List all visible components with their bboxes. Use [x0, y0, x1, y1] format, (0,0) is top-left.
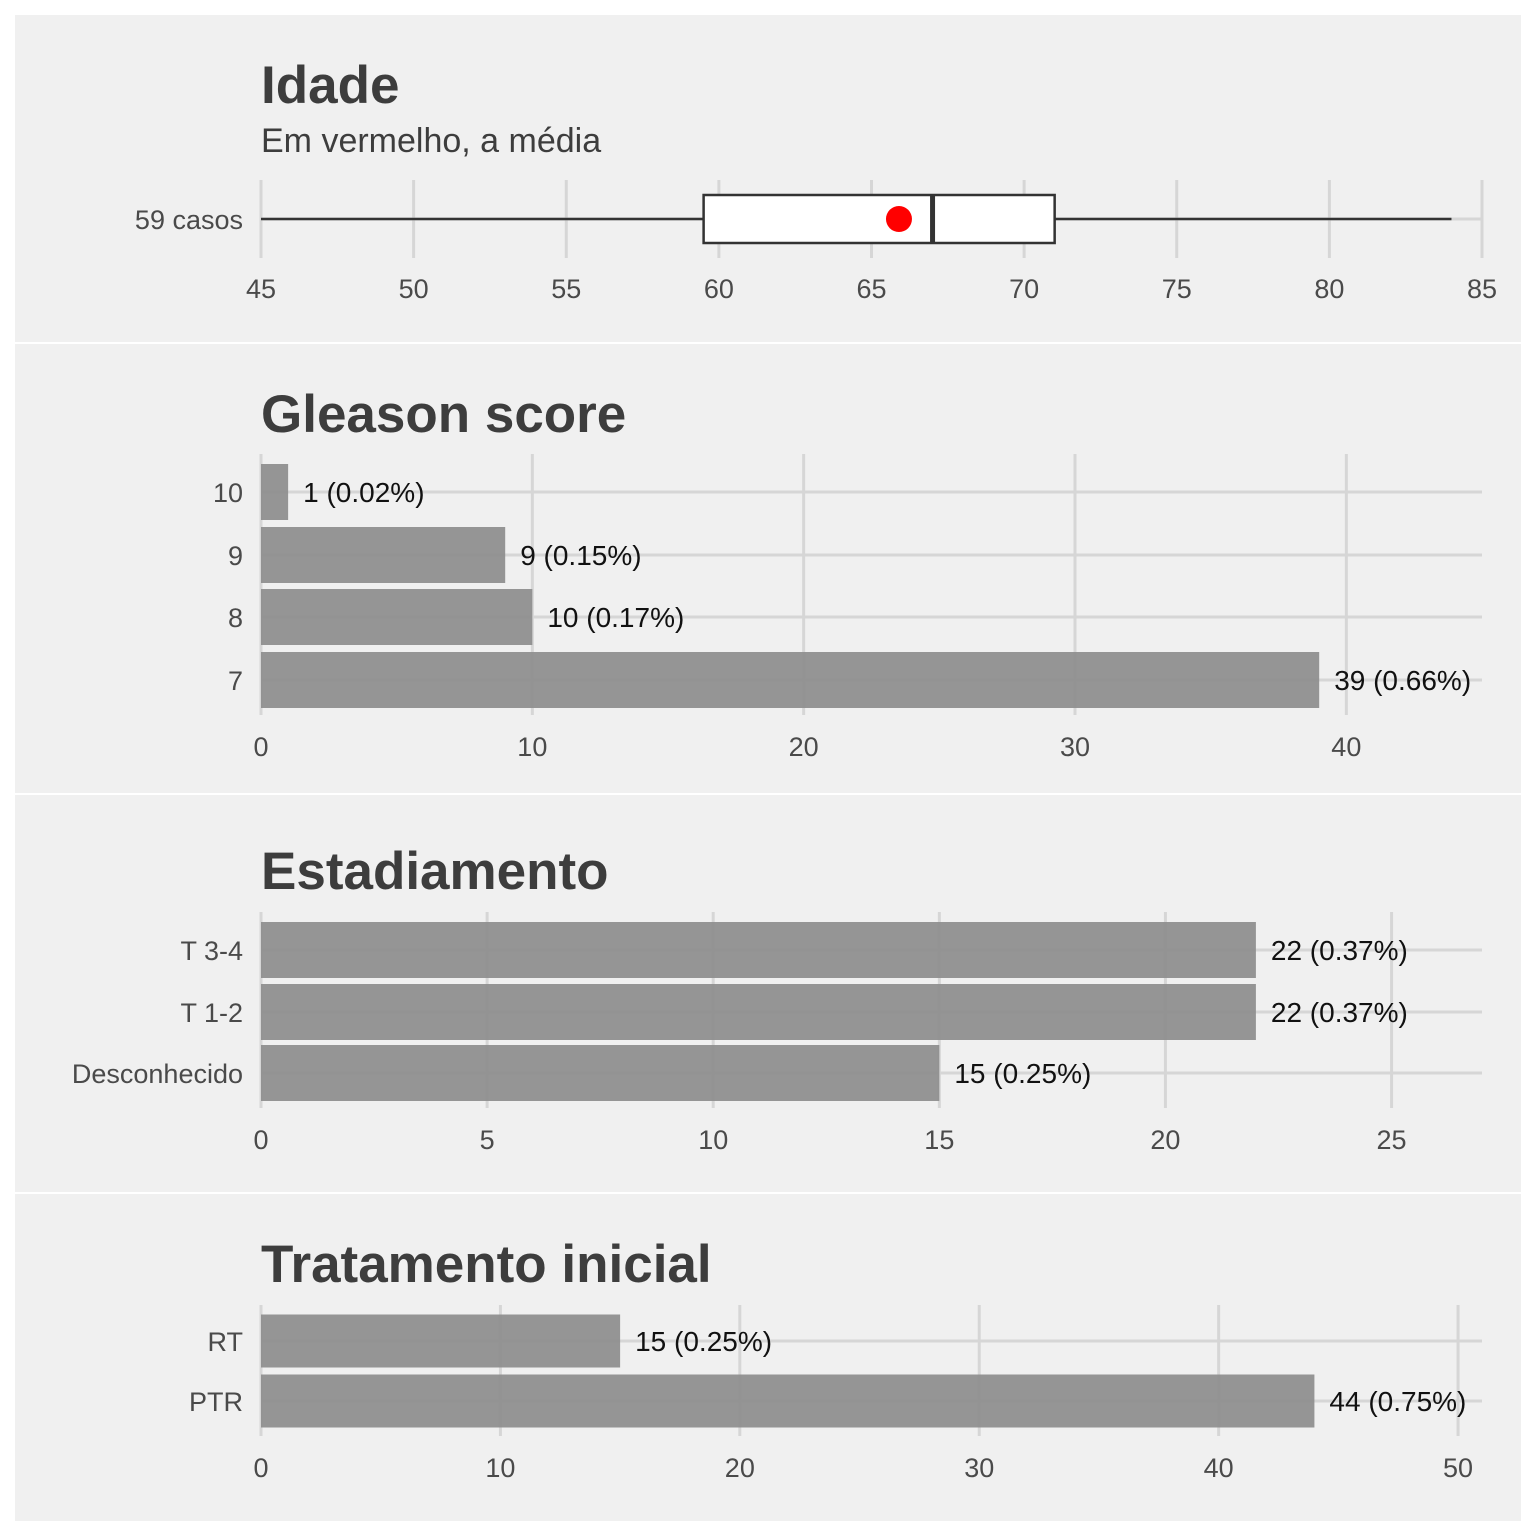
chart-title: Tratamento inicial	[261, 1235, 712, 1294]
bar-series: 1 (0.02%) 9 (0.15%) 10 (0.17%) 39 (0.66%)	[261, 464, 1471, 708]
chart-subtitle: Em vermelho, a média	[261, 122, 601, 160]
bar	[261, 589, 533, 645]
x-tick-label: 0	[253, 1453, 268, 1483]
bar	[261, 527, 506, 583]
chart-title: Estadiamento	[261, 842, 609, 901]
y-tick-label: 9	[228, 541, 243, 571]
x-tick-label: 50	[399, 274, 429, 304]
bar	[261, 1314, 621, 1368]
chart-title: Gleason score	[261, 385, 626, 444]
bar	[261, 464, 289, 520]
chart-panel-3: Tratamento inicial 0 10 20 30 40 50 15 (0.25%) 4…	[15, 1194, 1521, 1521]
bar-data-label: 44 (0.75%)	[1329, 1386, 1466, 1417]
y-tick-label: RT	[207, 1327, 243, 1357]
x-tick-label: 0	[253, 1125, 268, 1155]
bar-series: 15 (0.25%) 44 (0.75%)	[261, 1314, 1466, 1428]
y-tick-label: 8	[228, 603, 243, 633]
x-tick-label: 65	[856, 274, 886, 304]
x-tick-label: 50	[1443, 1453, 1473, 1483]
x-tick-label: 0	[253, 732, 268, 762]
bar-data-label: 22 (0.37%)	[1271, 997, 1408, 1028]
bar	[261, 922, 1256, 978]
x-tick-label: 80	[1314, 274, 1344, 304]
boxplot	[261, 193, 1452, 245]
bar-data-label: 9 (0.15%)	[520, 540, 641, 571]
bar-data-label: 15 (0.25%)	[635, 1326, 772, 1357]
chart-panel-1: Gleason score 0 10 20 30 40 1 (0.02%) 9 (0.15%)…	[15, 344, 1521, 793]
y-tick-label: Desconhecido	[72, 1059, 243, 1089]
bar-data-label: 39 (0.66%)	[1334, 665, 1471, 696]
bar-data-label: 22 (0.37%)	[1271, 935, 1408, 966]
y-tick-label: 10	[213, 478, 243, 508]
y-tick-label: 7	[228, 666, 243, 696]
x-tick-label: 40	[1204, 1453, 1234, 1483]
x-tick-label: 30	[964, 1453, 994, 1483]
bar	[261, 652, 1320, 708]
mean-marker	[885, 206, 912, 232]
x-tick-label: 20	[1150, 1125, 1180, 1155]
bar-series: 22 (0.37%) 22 (0.37%) 15 (0.25%)	[261, 922, 1408, 1101]
bar	[261, 984, 1256, 1040]
x-tick-label: 85	[1467, 274, 1497, 304]
x-tick-label: 45	[246, 274, 276, 304]
x-tick-label: 20	[725, 1453, 755, 1483]
x-tick-label: 30	[1060, 732, 1090, 762]
bar-data-label: 10 (0.17%)	[547, 602, 684, 633]
bar-data-label: 15 (0.25%)	[954, 1058, 1091, 1089]
y-tick-label: T 1-2	[180, 998, 243, 1028]
x-tick-label: 10	[517, 732, 547, 762]
x-tick-label: 25	[1377, 1125, 1407, 1155]
x-tick-label: 55	[551, 274, 581, 304]
x-tick-label: 15	[924, 1125, 954, 1155]
panel-background	[15, 15, 1521, 342]
y-tick-label: 59 casos	[135, 205, 243, 235]
x-tick-label: 75	[1162, 274, 1192, 304]
bar	[261, 1374, 1315, 1428]
x-tick-label: 40	[1331, 732, 1361, 762]
x-tick-label: 10	[698, 1125, 728, 1155]
panel-background	[15, 1194, 1521, 1521]
bar-data-label: 1 (0.02%)	[303, 477, 424, 508]
x-tick-label: 60	[704, 274, 734, 304]
bar	[261, 1045, 940, 1101]
y-tick-label: T 3-4	[180, 936, 243, 966]
x-tick-label: 10	[485, 1453, 515, 1483]
y-tick-label: PTR	[189, 1387, 243, 1417]
x-tick-label: 20	[789, 732, 819, 762]
chart-title: Idade	[261, 56, 399, 115]
chart-panel-0: Idade Em vermelho, a média 45 50 55 60 65 70 75 8…	[15, 15, 1521, 342]
iqr-box	[702, 193, 1056, 245]
x-tick-label: 70	[1009, 274, 1039, 304]
x-tick-label: 5	[480, 1125, 495, 1155]
